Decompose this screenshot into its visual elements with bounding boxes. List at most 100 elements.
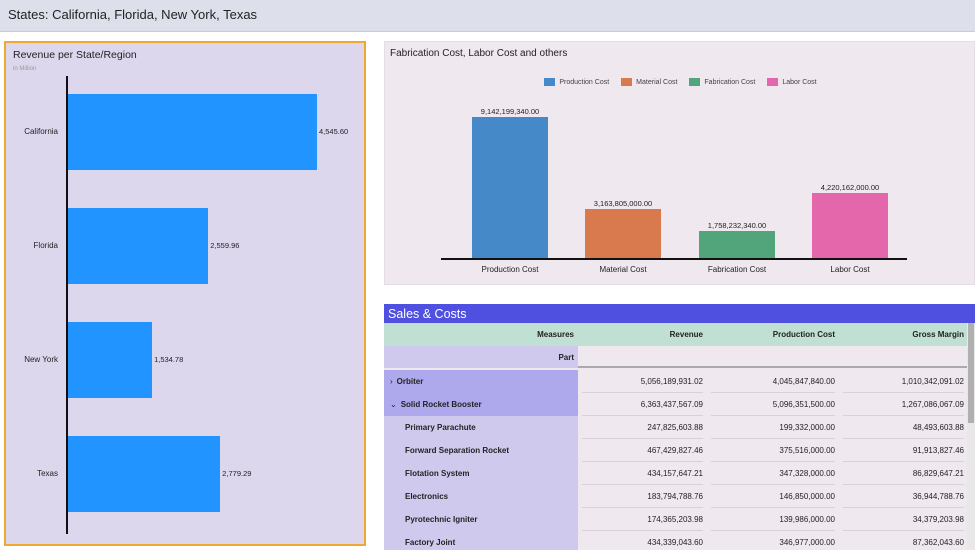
chart-title: Revenue per State/Region: [13, 49, 137, 61]
sales-costs-table: Sales & Costs Measures Revenue Production …: [384, 304, 975, 550]
row-label-text: Primary Parachute: [405, 423, 476, 432]
row-label[interactable]: Electronics: [384, 485, 578, 508]
revenue-chart-panel[interactable]: Revenue per State/Region in Million Cali…: [4, 41, 366, 546]
scrollbar-thumb[interactable]: [968, 323, 974, 423]
cell: 183,794,788.76: [582, 485, 703, 508]
row-label-text: Solid Rocket Booster: [400, 400, 482, 409]
cell: 87,362,043.60: [843, 531, 964, 550]
chart-title: Fabrication Cost, Labor Cost and others: [390, 48, 568, 59]
cell: 346,977,000.00: [711, 531, 835, 550]
legend-swatch: [767, 78, 779, 86]
chart-subtitle: in Million: [13, 66, 37, 72]
data-label: 2,559.96: [210, 241, 240, 250]
category-label: Production Cost: [481, 265, 539, 274]
table-row[interactable]: Electronics 183,794,788.76 146,850,000.00 3…: [384, 485, 967, 508]
data-label: 9,142,199,340.00: [480, 107, 540, 116]
cell: 174,365,203.98: [582, 508, 703, 531]
row-label-text: Factory Joint: [405, 538, 456, 547]
table-row[interactable]: Primary Parachute 247,825,603.88 199,332,0…: [384, 416, 967, 439]
part-header: Part: [384, 346, 578, 368]
table-row[interactable]: Forward Separation Rocket 467,429,827.46 3…: [384, 439, 967, 462]
row-label-text: Flotation System: [405, 469, 470, 478]
cell: 91,913,827.46: [843, 439, 964, 462]
column-header[interactable]: Gross Margin: [912, 330, 964, 339]
cell: 36,944,788.76: [843, 485, 964, 508]
legend-label: Fabrication Cost: [704, 78, 756, 86]
category-label: Fabrication Cost: [707, 265, 767, 274]
data-label: 4,220,162,000.00: [820, 182, 880, 192]
bar[interactable]: [68, 436, 221, 512]
bar[interactable]: [68, 208, 209, 284]
legend-label: Labor Cost: [782, 78, 817, 86]
row-label[interactable]: Primary Parachute: [384, 416, 578, 439]
cell: 1,010,342,091.02: [843, 370, 964, 393]
cell: 247,825,603.88: [582, 416, 703, 439]
row-label-text: Electronics: [405, 492, 449, 501]
legend-item: Fabrication Cost: [689, 78, 755, 86]
legend-swatch: [544, 78, 556, 86]
filter-title: States: California, Florida, New York, T…: [8, 7, 258, 22]
row-label[interactable]: Factory Joint: [384, 531, 578, 550]
category-label: Texas: [37, 469, 58, 478]
cell: 4,045,847,840.00: [711, 370, 835, 393]
bar[interactable]: [699, 230, 775, 258]
table-header-row: Measures Revenue Production Cost Gross Marg…: [384, 323, 967, 346]
row-label[interactable]: Flotation System: [384, 462, 578, 485]
cell: 6,363,437,567.09: [582, 393, 703, 416]
bar[interactable]: [472, 117, 548, 258]
part-header-row: Part: [384, 346, 967, 368]
table-title: Sales & Costs: [384, 304, 975, 323]
cell: 34,379,203.98: [843, 508, 964, 531]
table-row[interactable]: › Orbiter 5,056,189,931.02 4,045,847,840.00…: [384, 370, 967, 393]
legend-item: Production Cost: [544, 78, 609, 86]
legend-label: Material Cost: [636, 78, 678, 86]
data-label: 4,545.60: [319, 127, 349, 136]
column-header[interactable]: Revenue: [669, 330, 703, 339]
measures-header: Measures: [537, 330, 574, 339]
data-label: 3,163,805,000.00: [593, 199, 653, 209]
cell: 1,267,086,067.09: [843, 393, 964, 416]
bar[interactable]: [812, 192, 888, 258]
cell: 139,986,000.00: [711, 508, 835, 531]
category-label: New York: [24, 355, 58, 364]
row-label[interactable]: ⌄ Solid Rocket Booster: [384, 393, 578, 416]
row-label[interactable]: › Orbiter: [384, 370, 578, 393]
data-label: 1,758,232,340.00: [707, 220, 767, 230]
table-row[interactable]: Flotation System 434,157,647.21 347,328,00…: [384, 462, 967, 485]
row-label[interactable]: Forward Separation Rocket: [384, 439, 578, 462]
category-label: California: [24, 127, 58, 136]
row-label-text: Forward Separation Rocket: [405, 446, 510, 455]
cell: 48,493,603.88: [843, 416, 964, 439]
legend-swatch: [689, 78, 701, 86]
bar[interactable]: [585, 209, 661, 258]
cost-chart-panel[interactable]: Fabrication Cost, Labor Cost and others …: [384, 41, 975, 285]
cell: 5,096,351,500.00: [711, 393, 835, 416]
column-header[interactable]: Production Cost: [772, 330, 835, 339]
table-row[interactable]: Factory Joint 434,339,043.60 346,977,000.0…: [384, 531, 967, 550]
chevron-down-icon[interactable]: ⌄: [390, 400, 397, 409]
cell: 146,850,000.00: [711, 485, 835, 508]
row-label[interactable]: Pyrotechnic Igniter: [384, 508, 578, 531]
bar[interactable]: [68, 322, 153, 398]
table-row[interactable]: ⌄ Solid Rocket Booster 6,363,437,567.09 5,0…: [384, 393, 967, 416]
chevron-right-icon[interactable]: ›: [390, 377, 393, 386]
cell: 199,332,000.00: [711, 416, 835, 439]
legend-label: Production Cost: [559, 78, 610, 86]
legend-swatch: [621, 78, 633, 86]
data-label: 2,779.29: [222, 469, 252, 478]
table-row[interactable]: Pyrotechnic Igniter 174,365,203.98 139,986…: [384, 508, 967, 531]
row-label-text: Pyrotechnic Igniter: [405, 515, 478, 524]
cell: 467,429,827.46: [582, 439, 703, 462]
scrollbar[interactable]: [967, 323, 975, 550]
row-label-text: Orbiter: [396, 377, 424, 386]
legend-item: Labor Cost: [767, 78, 817, 86]
cell: 5,056,189,931.02: [582, 370, 703, 393]
cell: 375,516,000.00: [711, 439, 835, 462]
bar[interactable]: [68, 94, 317, 170]
cell: 86,829,647.21: [843, 462, 964, 485]
category-label: Labor Cost: [830, 265, 870, 274]
legend: Production Cost Material Cost Fabrication …: [385, 78, 975, 88]
data-label: 1,534.78: [154, 355, 184, 364]
y-axis-line: [66, 76, 68, 534]
category-label: Florida: [33, 241, 58, 250]
